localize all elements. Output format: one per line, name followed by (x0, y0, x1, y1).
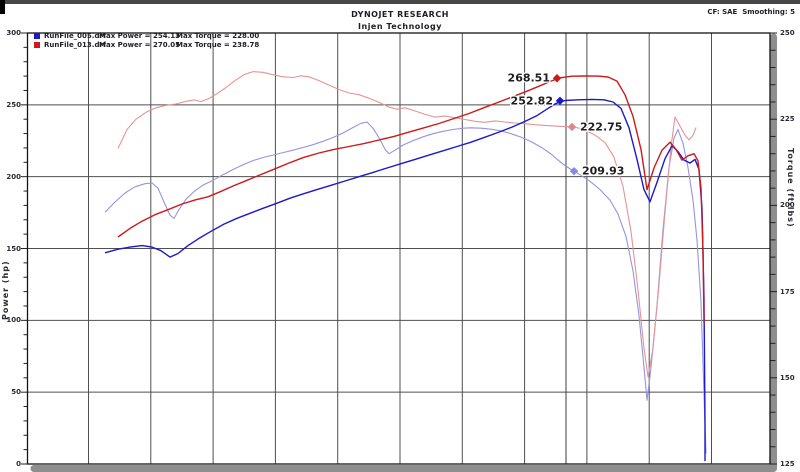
y-right-tick-label-225: 225 (780, 115, 795, 124)
y-right-tick-label-250: 250 (780, 29, 795, 37)
y-left-tick-label-250: 250 (6, 100, 21, 109)
y-right-tick-label-200: 200 (780, 201, 795, 210)
page-title: DYNOJET RESEARCH (351, 10, 449, 19)
y-left-tick-label-50: 50 (11, 388, 21, 397)
legend-max-torque-run005: Max Torque = 228.00 (176, 32, 260, 40)
legend-max-power-run005: Max Power = 254.13 (99, 32, 180, 40)
callout-marker (567, 122, 577, 132)
top-strip (0, 0, 800, 4)
legend-swatch-run005 (34, 33, 40, 39)
torque-005-curve (104, 121, 707, 454)
y-right-tick-label-175: 175 (780, 287, 795, 296)
plot-shadow (30, 33, 777, 472)
y-left-tick-label-0: 0 (16, 460, 21, 468)
torque-013-curve (117, 71, 697, 378)
callout-marker (555, 96, 565, 105)
page-subtitle: Injen Technology (358, 22, 442, 31)
callout-label: 222.75 (580, 120, 622, 133)
callout-label: 209.93 (582, 165, 624, 178)
y-left-tick-label-300: 300 (6, 29, 21, 37)
callout-marker (569, 166, 579, 176)
callout-label: 252.82 (511, 94, 553, 107)
corner-block (0, 0, 5, 14)
legend-file-run013: RunFile_013.drf (44, 40, 106, 49)
y-right-tick-label-150: 150 (780, 373, 795, 382)
legend-file-run005: RunFile_005.drf (44, 32, 106, 40)
power-005-curve (104, 98, 706, 462)
callout-marker (552, 74, 562, 83)
correction-smoothing-label: CF: SAE Smoothing: 5 (707, 8, 795, 16)
power-013-curve (117, 75, 705, 324)
y-left-tick-label-100: 100 (6, 316, 21, 325)
y-right-tick-label-125: 125 (780, 460, 795, 468)
y-axis-label-torque: Torque (ft-lbs) (786, 148, 795, 228)
y-left-tick-label-150: 150 (6, 244, 21, 253)
callout-label: 268.51 (508, 72, 550, 85)
plot-border (26, 32, 771, 465)
legend-max-torque-run013: Max Torque = 238.78 (176, 40, 260, 49)
legend-swatch-run013 (34, 41, 40, 48)
y-left-tick-label-200: 200 (6, 172, 21, 181)
legend-max-power-run013: Max Power = 270.05 (99, 40, 180, 49)
